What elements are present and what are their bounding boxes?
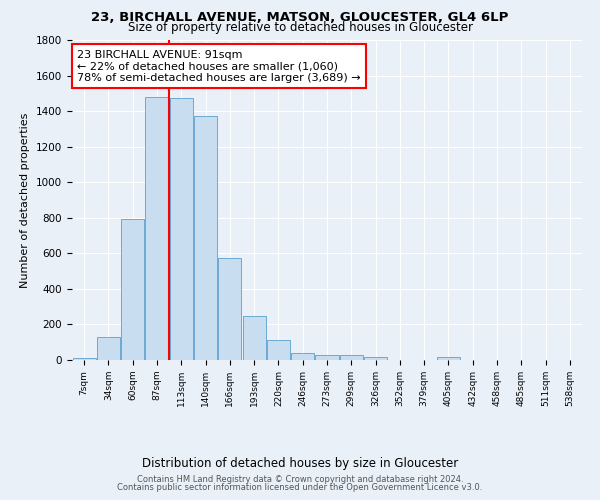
Text: Size of property relative to detached houses in Gloucester: Size of property relative to detached ho… [128,21,473,34]
Bar [218,258,241,360]
Bar [316,354,338,360]
Bar [170,98,193,360]
Text: Contains public sector information licensed under the Open Government Licence v3: Contains public sector information licen… [118,484,482,492]
Text: 23 BIRCHALL AVENUE: 91sqm
← 22% of detached houses are smaller (1,060)
78% of se: 23 BIRCHALL AVENUE: 91sqm ← 22% of detac… [77,50,361,83]
Bar [437,357,460,360]
Bar [364,357,387,360]
Text: 23, BIRCHALL AVENUE, MATSON, GLOUCESTER, GL4 6LP: 23, BIRCHALL AVENUE, MATSON, GLOUCESTER,… [91,11,509,24]
Bar [291,353,314,360]
Bar [267,340,290,360]
Bar [121,218,144,360]
Text: Contains HM Land Registry data © Crown copyright and database right 2024.: Contains HM Land Registry data © Crown c… [137,475,463,484]
Bar [145,97,169,360]
Bar [242,316,266,360]
Bar [73,358,95,360]
Bar [340,354,363,360]
Bar [97,337,120,360]
Y-axis label: Number of detached properties: Number of detached properties [20,112,31,288]
Bar [194,116,217,360]
Text: Distribution of detached houses by size in Gloucester: Distribution of detached houses by size … [142,458,458,470]
